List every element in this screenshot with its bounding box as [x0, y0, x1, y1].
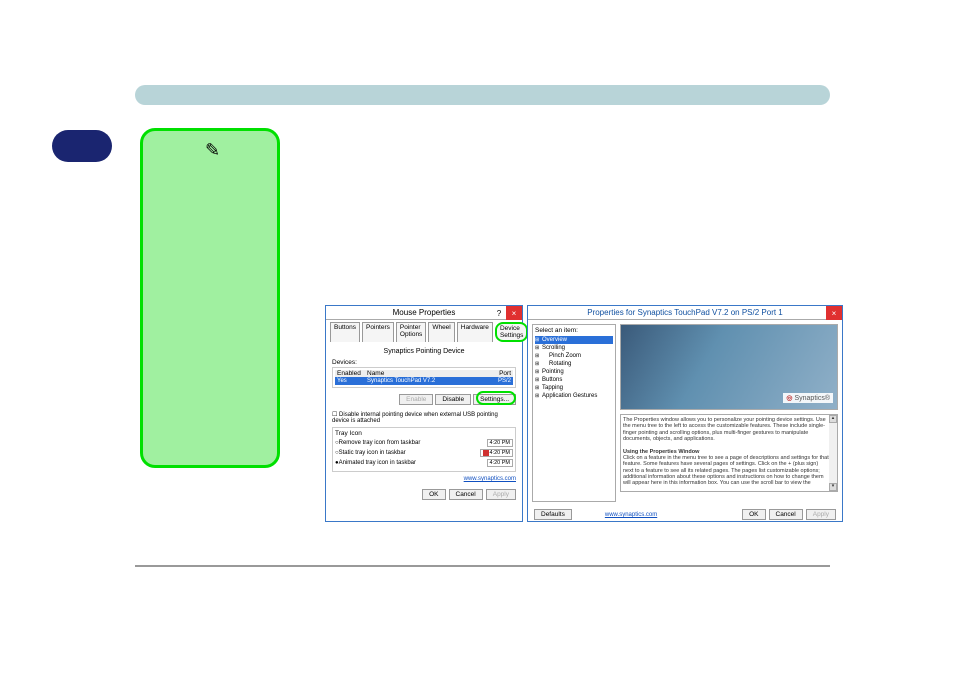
- dialog-title: Mouse Properties: [393, 308, 456, 317]
- preview-image: ◎ Synaptics®: [620, 324, 838, 410]
- synaptics-logo: ◎ Synaptics®: [783, 393, 833, 403]
- description-box: The Properties window allows you to pers…: [620, 414, 838, 492]
- cancel-button[interactable]: Cancel: [769, 509, 803, 520]
- tree-item-overview[interactable]: Overview: [535, 336, 613, 344]
- header-bar: [135, 85, 830, 105]
- tab-device-settings[interactable]: Device Settings: [495, 322, 528, 342]
- tree-item-scrolling[interactable]: Scrolling: [535, 344, 613, 352]
- col-enabled: Enabled: [335, 370, 365, 377]
- device-label: Synaptics Pointing Device: [332, 348, 516, 355]
- dialog-title: Properties for Synaptics TouchPad V7.2 o…: [587, 308, 783, 317]
- scroll-up-icon[interactable]: ▴: [829, 415, 837, 423]
- tree-item-pinch-zoom[interactable]: Pinch Zoom: [535, 352, 613, 360]
- apply-button[interactable]: Apply: [806, 509, 836, 520]
- defaults-button[interactable]: Defaults: [534, 509, 572, 520]
- tray-title: Tray Icon: [335, 430, 513, 437]
- radio-static-tray[interactable]: ○ Static tray icon in taskbar4:20 PM: [335, 449, 513, 457]
- cancel-button[interactable]: Cancel: [449, 489, 483, 500]
- settings-button[interactable]: Settings...: [473, 394, 516, 405]
- tree-panel: Select an item: Overview Scrolling Pinch…: [532, 324, 616, 502]
- pencil-icon: ✎: [205, 140, 220, 161]
- tree-item-tapping[interactable]: Tapping: [535, 384, 613, 392]
- tree-item-rotating[interactable]: Rotating: [535, 360, 613, 368]
- mouse-properties-dialog: Mouse Properties ? × Buttons Pointers Po…: [325, 305, 523, 522]
- note-callout: [140, 128, 280, 468]
- tray-static-icon: [483, 450, 489, 456]
- synaptics-link[interactable]: www.synaptics.com: [605, 512, 657, 518]
- titlebar: Mouse Properties ? ×: [326, 306, 522, 320]
- disable-internal-checkbox[interactable]: ☐ Disable internal pointing device when …: [332, 411, 516, 424]
- ok-button[interactable]: OK: [422, 489, 445, 500]
- scroll-down-icon[interactable]: ▾: [829, 483, 837, 491]
- apply-button[interactable]: Apply: [486, 489, 516, 500]
- titlebar: Properties for Synaptics TouchPad V7.2 o…: [528, 306, 842, 320]
- radio-remove-tray[interactable]: ○ Remove tray icon from taskbar4:20 PM: [335, 439, 513, 447]
- synaptics-link[interactable]: www.synaptics.com: [464, 476, 516, 482]
- close-icon[interactable]: ×: [506, 306, 522, 320]
- tree-item-pointing[interactable]: Pointing: [535, 368, 613, 376]
- tab-pointer-options[interactable]: Pointer Options: [396, 322, 426, 342]
- tree-item-app-gestures[interactable]: Application Gestures: [535, 392, 613, 400]
- devices-group-label: Devices:: [332, 359, 516, 366]
- close-icon[interactable]: ×: [826, 306, 842, 320]
- tray-icon-group: Tray Icon ○ Remove tray icon from taskba…: [332, 427, 516, 472]
- help-icon[interactable]: ?: [492, 306, 506, 320]
- tab-pointers[interactable]: Pointers: [362, 322, 394, 342]
- device-row[interactable]: Yes Synaptics TouchPad V7.2 PS/2: [335, 377, 513, 385]
- desc-heading: Using the Properties Window: [623, 449, 699, 455]
- synaptics-properties-dialog: Properties for Synaptics TouchPad V7.2 o…: [527, 305, 843, 522]
- tab-hardware[interactable]: Hardware: [457, 322, 493, 342]
- col-name: Name: [365, 370, 489, 377]
- ok-button[interactable]: OK: [742, 509, 765, 520]
- devices-list: Enabled Name Port Yes Synaptics TouchPad…: [332, 367, 516, 388]
- tree-item-buttons[interactable]: Buttons: [535, 376, 613, 384]
- disable-button[interactable]: Disable: [435, 394, 471, 405]
- radio-animated-tray[interactable]: ● Animated tray icon in taskbar4:20 PM: [335, 459, 513, 467]
- footer-separator: [135, 565, 830, 567]
- tree-title: Select an item:: [535, 327, 613, 334]
- tab-wheel[interactable]: Wheel: [428, 322, 454, 342]
- enable-button[interactable]: Enable: [399, 394, 433, 405]
- tab-buttons[interactable]: Buttons: [330, 322, 360, 342]
- tabs: Buttons Pointers Pointer Options Wheel H…: [326, 320, 522, 342]
- scrollbar[interactable]: ▴ ▾: [829, 415, 837, 491]
- col-port: Port: [489, 370, 513, 377]
- side-pill: [52, 130, 112, 162]
